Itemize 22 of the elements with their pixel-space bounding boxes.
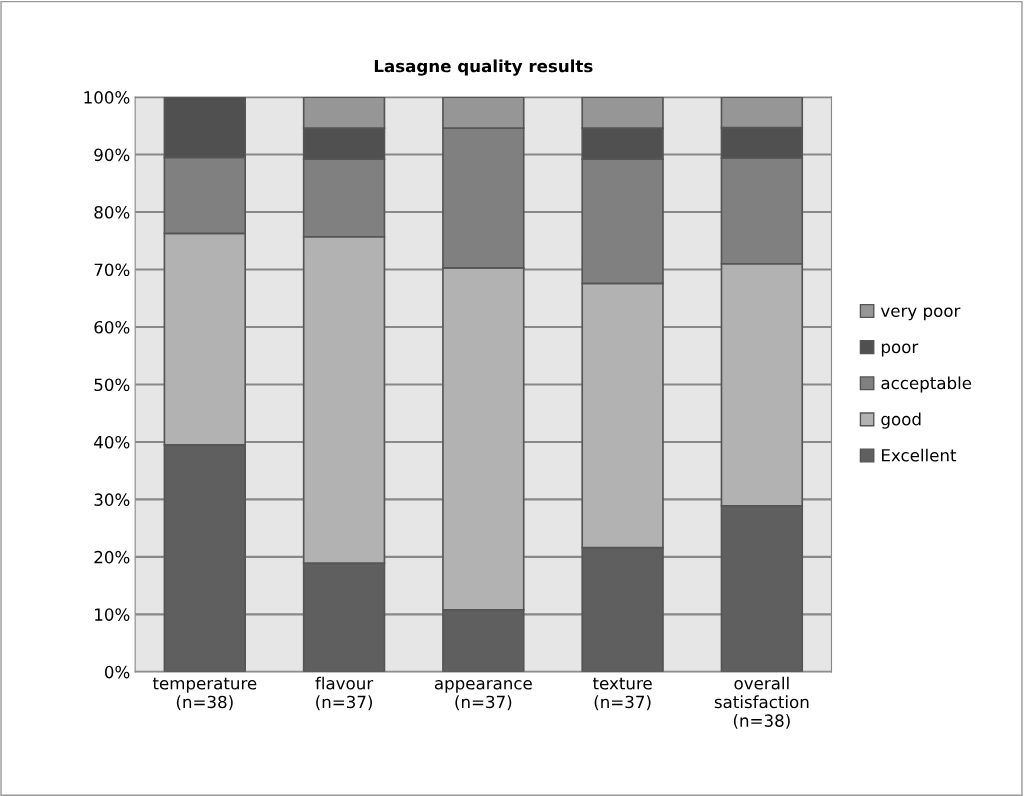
- y-tick-label: 0%: [104, 665, 130, 679]
- y-tick-label: 80%: [94, 206, 130, 219]
- legend-label: poor: [881, 343, 919, 357]
- y-tick-label: 60%: [94, 320, 130, 334]
- legend-label: Excellent: [882, 448, 957, 462]
- legend-label: very poor: [880, 307, 961, 321]
- chart-title: Lasagne quality results: [374, 59, 593, 76]
- y-tick-label: 50%: [94, 378, 130, 392]
- y-tick-label: 70%: [94, 263, 130, 277]
- x-tick-label: texture (n=37): [592, 677, 652, 711]
- x-tick-label: overall satisfaction (n=38): [714, 676, 809, 729]
- x-tick-label: temperature (n=38): [152, 677, 257, 711]
- y-tick-label: 30%: [94, 493, 130, 506]
- y-tick-label: 90%: [94, 148, 130, 162]
- y-tick-label: 40%: [94, 435, 130, 449]
- legend-label: good: [881, 412, 921, 429]
- y-tick-label: 20%: [94, 550, 130, 564]
- y-tick-label: 100%: [84, 91, 130, 104]
- legend-label: acceptable: [881, 376, 972, 393]
- x-tick-label: flavour (n=37): [315, 676, 374, 711]
- x-tick-label: appearance (n=37): [434, 680, 532, 711]
- y-tick-label: 10%: [95, 608, 130, 621]
